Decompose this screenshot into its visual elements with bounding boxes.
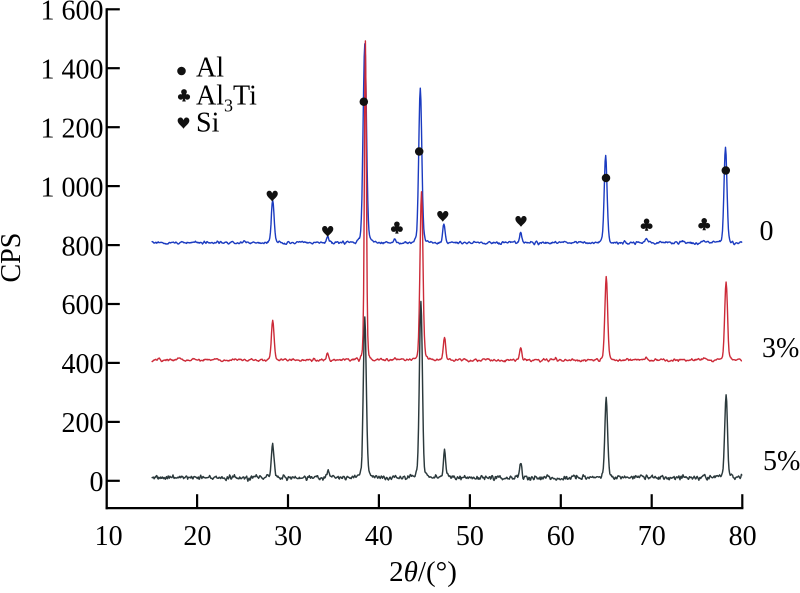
svg-text:0: 0 [760, 216, 774, 247]
svg-text:200: 200 [62, 408, 104, 439]
svg-text:70: 70 [638, 521, 666, 552]
svg-text:60: 60 [547, 521, 575, 552]
svg-text:5%: 5% [763, 446, 800, 477]
svg-text:0: 0 [90, 467, 104, 498]
svg-text:1 200: 1 200 [41, 113, 104, 144]
svg-text:80: 80 [729, 521, 757, 552]
svg-text:2θ/(°): 2θ/(°) [389, 556, 457, 588]
svg-text:600: 600 [62, 290, 104, 321]
svg-text:Si: Si [196, 108, 220, 139]
svg-text:3%: 3% [762, 333, 799, 364]
svg-text:20: 20 [183, 521, 211, 552]
svg-text:40: 40 [365, 521, 393, 552]
svg-text:10: 10 [95, 521, 123, 552]
svg-text:50: 50 [456, 521, 484, 552]
svg-text:400: 400 [62, 349, 104, 380]
svg-text:1 400: 1 400 [41, 54, 104, 85]
svg-text:1 000: 1 000 [41, 172, 104, 203]
svg-text:CPS: CPS [0, 233, 27, 283]
svg-text:30: 30 [274, 521, 302, 552]
svg-text:Al: Al [196, 53, 224, 84]
svg-text:1 600: 1 600 [41, 0, 104, 27]
svg-text:800: 800 [62, 231, 104, 262]
